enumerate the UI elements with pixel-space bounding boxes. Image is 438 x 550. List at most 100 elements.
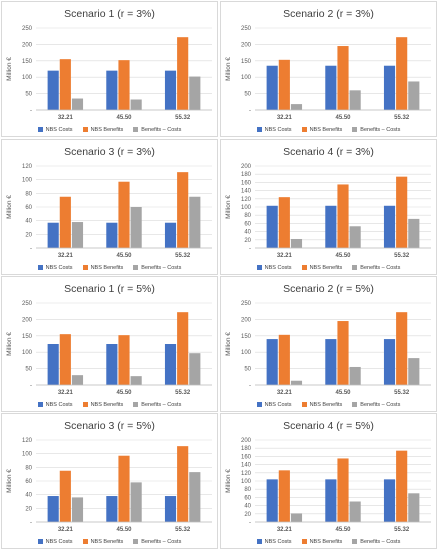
chart-title: Scenario 4 (r = 3%): [283, 146, 374, 158]
bar: [118, 335, 130, 385]
chart-legend: NBS Costs NBS Benefits Benefits – Costs: [221, 539, 436, 545]
bar: [325, 65, 337, 110]
bar: [164, 344, 177, 385]
bar: [59, 334, 71, 385]
y-tick-label: -: [249, 108, 251, 114]
legend-item: NBS Benefits: [301, 402, 342, 408]
bar: [130, 207, 142, 248]
bar: [278, 197, 290, 248]
bar: [130, 482, 142, 522]
legend-label: NBS Costs: [45, 401, 73, 408]
y-tick-label: 60: [25, 205, 32, 211]
x-tick-label: 55.32: [175, 253, 191, 259]
legend-item: Benefits – Costs: [133, 127, 181, 133]
y-tick-label: -: [249, 246, 251, 252]
bar: [290, 513, 303, 522]
y-tick-label: 180: [241, 172, 252, 178]
y-tick-label: 160: [241, 454, 252, 460]
bar: [396, 37, 408, 110]
y-tick-label: 100: [22, 452, 33, 458]
legend-item: NBS Benefits: [301, 539, 342, 545]
legend-label: NBS Costs: [45, 126, 73, 133]
y-tick-label: 20: [25, 506, 32, 512]
legend-item: Benefits – Costs: [352, 265, 400, 271]
chart-svg: - 50 100 150 200 250 Million € 32.21 45.50 55.32: [225, 301, 431, 396]
legend-swatch: [133, 539, 139, 545]
y-tick-label: -: [30, 246, 32, 252]
bar: [106, 344, 118, 385]
y-tick-label: 140: [241, 189, 252, 195]
legend-label: Benefits – Costs: [360, 401, 401, 408]
y-tick-label: -: [249, 383, 251, 389]
x-tick-label: 45.50: [116, 253, 132, 259]
legend-item: NBS Benefits: [82, 127, 123, 133]
chart-panel: Scenario 1 (r = 3%) - 50 100 150 200 250 Millio…: [1, 1, 218, 137]
legend-swatch: [82, 265, 88, 271]
chart-panel: Scenario 4 (r = 5%) - 20 40 60 80 100 120 140 160…: [220, 413, 437, 549]
x-tick-label: 55.32: [175, 115, 191, 121]
y-tick-label: 80: [25, 191, 32, 197]
x-tick-label: 45.50: [335, 253, 351, 259]
y-axis-label: Million €: [225, 469, 232, 493]
y-tick-label: 40: [25, 219, 32, 225]
legend-label: Benefits – Costs: [141, 401, 182, 408]
bar: [177, 172, 189, 248]
y-tick-label: 200: [241, 317, 252, 323]
chart-title: Scenario 1 (r = 5%): [64, 283, 155, 295]
y-tick-label: 200: [22, 317, 33, 323]
legend-swatch: [37, 127, 43, 133]
y-axis-label: Million €: [6, 57, 13, 81]
bar: [266, 479, 278, 522]
bar: [408, 358, 420, 385]
legend-swatch: [352, 265, 358, 271]
chart-panel: Scenario 3 (r = 3%) - 20 40 60 80 100 120 Millio…: [1, 139, 218, 275]
legend-label: NBS Costs: [264, 126, 292, 133]
x-tick-label: 55.32: [175, 390, 191, 396]
bar: [383, 65, 396, 110]
chart-svg: - 20 40 60 80 100 120 Million € 32.21 45.50 55.32: [6, 164, 212, 259]
legend-swatch: [82, 402, 88, 408]
legend-item: NBS Benefits: [82, 539, 123, 545]
bar: [325, 205, 337, 248]
chart-title: Scenario 1 (r = 3%): [64, 8, 155, 20]
bar: [278, 334, 290, 385]
legend-swatch: [133, 402, 139, 408]
legend-label: NBS Costs: [45, 538, 73, 545]
bar: [396, 450, 408, 522]
y-axis-label: Million €: [6, 469, 13, 493]
bar: [278, 59, 290, 110]
y-axis-label: Million €: [225, 332, 232, 356]
legend-label: Benefits – Costs: [141, 264, 182, 271]
y-tick-label: 140: [241, 463, 252, 469]
y-tick-label: -: [249, 520, 251, 526]
y-tick-label: 60: [244, 221, 251, 227]
x-tick-label: 55.32: [394, 527, 410, 533]
y-axis-label: Million €: [225, 195, 232, 219]
chart-legend: NBS Costs NBS Benefits Benefits – Costs: [2, 539, 217, 545]
legend-label: NBS Benefits: [309, 126, 343, 133]
y-tick-label: 180: [241, 446, 252, 452]
y-tick-label: 150: [241, 334, 252, 340]
y-tick-label: 150: [22, 334, 33, 340]
bar: [325, 479, 337, 522]
legend-swatch: [256, 127, 262, 133]
x-tick-label: 32.21: [277, 115, 293, 121]
y-tick-label: 120: [241, 197, 252, 203]
bar: [349, 366, 361, 385]
y-tick-label: 50: [25, 92, 32, 98]
y-tick-label: 80: [25, 465, 32, 471]
bar: [266, 205, 278, 248]
y-tick-label: 20: [25, 232, 32, 238]
y-tick-label: 250: [241, 301, 252, 307]
chart-panel: Scenario 2 (r = 3%) - 50 100 150 200 250 Millio…: [220, 1, 437, 137]
chart-title: Scenario 2 (r = 3%): [283, 8, 374, 20]
bar: [290, 104, 303, 110]
y-tick-label: 100: [241, 479, 252, 485]
y-tick-label: 20: [244, 512, 251, 518]
x-tick-label: 32.21: [58, 115, 74, 121]
chart-legend: NBS Costs NBS Benefits Benefits – Costs: [221, 127, 436, 133]
legend-item: Benefits – Costs: [352, 402, 400, 408]
bar: [59, 59, 71, 110]
x-tick-label: 55.32: [394, 390, 410, 396]
legend-label: NBS Costs: [45, 264, 73, 271]
